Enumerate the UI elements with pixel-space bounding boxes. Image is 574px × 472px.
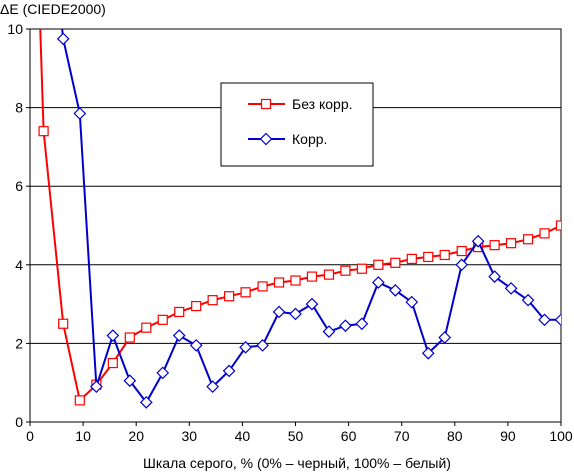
series-1-point-16 — [305, 297, 319, 311]
legend-marker-1 — [259, 132, 273, 146]
series-0-point-30 — [522, 234, 534, 245]
series-0-point-16 — [290, 275, 301, 286]
legend-item-1: Корр. — [248, 131, 327, 147]
series-0-point-11 — [207, 295, 218, 306]
series-1-point-18 — [339, 319, 352, 333]
x-tick-labels: 0 10 20 30 40 50 60 70 80 90 100 — [26, 422, 573, 444]
series-0-point-13 — [240, 287, 251, 298]
x-tick-label-6: 60 — [341, 428, 357, 444]
x-tick-label-9: 90 — [500, 428, 516, 444]
series-0-point-5 — [107, 357, 118, 369]
series-1-point-26 — [471, 234, 485, 248]
series-0-point-25 — [439, 249, 450, 261]
y-tick-label-5: 10 — [7, 21, 23, 37]
y-tick-labels: 0 2 4 6 8 10 — [7, 21, 30, 430]
series-1-point-30 — [538, 313, 551, 327]
series-0-point-22 — [390, 257, 401, 268]
series-1-point-22 — [405, 295, 419, 309]
legend-box — [220, 82, 374, 167]
series-1-point-29 — [521, 293, 535, 307]
series-1-point-13 — [256, 339, 269, 352]
y-tick-label-1: 2 — [15, 335, 23, 351]
series-1-point-17 — [322, 325, 336, 338]
series-0-point-20 — [356, 263, 367, 274]
series-1-point-19 — [355, 317, 369, 331]
series-1-point-12 — [239, 340, 252, 354]
legend-marker-0 — [260, 98, 272, 110]
series-1-point-6 — [139, 396, 153, 409]
y-axis-title: ΔE (CIEDE2000) — [0, 1, 106, 17]
series-1-point-24 — [438, 331, 452, 344]
legend-item-0: Без корр. — [248, 96, 353, 112]
series-0-point-21 — [373, 259, 384, 270]
series-1-point-15 — [289, 307, 302, 321]
x-tick-label-1: 10 — [75, 428, 91, 444]
series-1-point-3 — [90, 380, 103, 393]
series-0-point-7 — [141, 322, 152, 333]
series-1-point-20 — [371, 276, 385, 289]
x-tick-label-5: 50 — [288, 428, 304, 444]
x-axis-title: Шкала серого, % (0% – черный, 100% – бел… — [143, 455, 451, 471]
series-0-point-6 — [124, 332, 135, 343]
series-0-point-2 — [58, 318, 69, 329]
series-0-point-8 — [157, 314, 168, 325]
series-1-point-1 — [56, 32, 70, 46]
y-tick-label-0: 0 — [15, 414, 23, 430]
series-0-point-31 — [539, 228, 550, 239]
series-1-point-9 — [189, 339, 203, 352]
series-0-point-23 — [406, 253, 417, 265]
series-1-point-2 — [73, 107, 87, 120]
series-0-point-3 — [74, 395, 85, 406]
series-1-point-31 — [554, 313, 561, 327]
x-tick-label-0: 0 — [26, 428, 34, 444]
series-0-point-18 — [323, 269, 335, 280]
legend-label-1: Корр. — [292, 131, 327, 147]
series-0-point-12 — [224, 291, 235, 302]
y-tick-label-3: 6 — [15, 178, 23, 194]
series-line-0 — [39, 29, 561, 403]
series-1-point-27 — [488, 270, 501, 283]
series-0-point-24 — [423, 251, 434, 263]
series-1-point-8 — [172, 329, 186, 342]
series-0-point-32 — [555, 220, 561, 231]
series-0-point-10 — [191, 300, 202, 312]
series-0-point-28 — [489, 240, 500, 251]
x-tick-label-4: 40 — [235, 428, 251, 444]
series-0-point-17 — [306, 271, 318, 282]
series-1-point-23 — [421, 346, 435, 360]
x-tick-label-10: 100 — [549, 428, 573, 444]
series-1-point-7 — [156, 366, 170, 380]
series-1-point-14 — [272, 305, 286, 319]
series-0-point-14 — [257, 281, 268, 292]
legend-label-0: Без корр. — [292, 96, 353, 112]
series-0-point-1 — [38, 126, 49, 137]
plot-area — [38, 29, 561, 409]
series-0-point-26 — [456, 245, 467, 257]
x-tick-label-8: 80 — [447, 428, 463, 444]
series-0-point-29 — [505, 238, 517, 249]
series-0-point-15 — [273, 277, 285, 288]
series-1-point-25 — [455, 258, 469, 272]
series-1-point-11 — [222, 364, 236, 378]
y-tick-label-2: 4 — [15, 257, 23, 273]
x-tick-label-2: 20 — [128, 428, 144, 444]
series-1-point-21 — [388, 283, 402, 297]
series-0-point-19 — [340, 265, 351, 276]
x-tick-label-7: 70 — [394, 428, 410, 444]
series-1-point-5 — [123, 374, 137, 388]
series-1-point-4 — [106, 329, 120, 342]
series-1 — [56, 29, 561, 409]
series-1-point-10 — [206, 380, 220, 393]
series-0-point-9 — [174, 306, 185, 318]
legend: Без корр. Корр. — [220, 82, 374, 167]
series-1-point-28 — [504, 282, 518, 295]
y-tick-label-4: 8 — [15, 100, 23, 116]
x-tick-label-3: 30 — [182, 428, 198, 444]
